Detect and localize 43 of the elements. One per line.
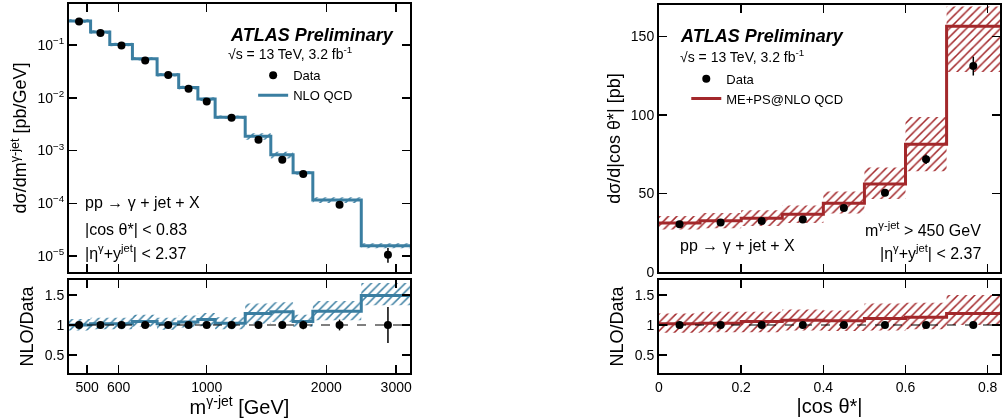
y-tick-label: 0.5 <box>634 346 655 363</box>
legend-label: Data <box>293 68 322 84</box>
x-tick-label: 0.8 <box>977 378 998 395</box>
x-tick-label: 1000 <box>191 378 223 395</box>
y-tick-label: 1.5 <box>44 286 65 303</box>
y-tick-label: 10$^{−4}$ <box>37 193 65 212</box>
x-axis-title: m$^{γ-jet}$ [GeV] <box>189 392 290 418</box>
y-tick-label: 1 <box>56 316 65 333</box>
y-axis-title: NLO/Data <box>607 285 628 367</box>
y-tick-label: 150 <box>630 28 655 45</box>
x-tick-label: 2000 <box>310 378 343 395</box>
legend-label: Data <box>726 71 755 87</box>
annotation: |η$^{γ}$+y$^{jet}$| < 2.37 <box>85 242 187 262</box>
annotation: |cos θ*| < 0.83 <box>85 221 188 238</box>
annotation: ATLAS Preliminary <box>230 25 394 45</box>
annotation: pp → γ + jet + X <box>85 194 201 211</box>
y-axis-title: dσ/d|cos θ*| [pb] <box>603 73 624 204</box>
x-tick-label: 0.4 <box>813 378 834 395</box>
y-axis-title: NLO/Data <box>17 285 38 367</box>
y-tick-label: 10$^{−3}$ <box>37 140 65 159</box>
legend-label: NLO QCD <box>293 88 353 104</box>
y-tick-label: 0 <box>646 263 655 280</box>
y-tick-label: 100 <box>630 106 655 123</box>
y-tick-label: 1 <box>646 316 655 333</box>
y-tick-label: 0.5 <box>44 346 65 363</box>
x-tick-label: 0.2 <box>731 378 752 395</box>
annotation: √s = 13 TeV, 3.2 fb$^{-1}$ <box>228 44 353 62</box>
legend-label: ME+PS@NLO QCD <box>726 91 844 107</box>
annotation: √s = 13 TeV, 3.2 fb$^{-1}$ <box>680 47 805 65</box>
y-tick-label: 50 <box>638 185 655 202</box>
y-tick-label: 10$^{−2}$ <box>37 87 65 106</box>
annotation: pp → γ + jet + X <box>680 237 796 254</box>
y-tick-label: 10$^{−5}$ <box>37 246 65 265</box>
annotation: m$^{γ-jet}$ > 450 GeV <box>865 219 982 239</box>
y-tick-label: 1.5 <box>634 286 655 303</box>
x-tick-label: 0.6 <box>895 378 916 395</box>
x-tick-label: 500 <box>75 378 100 395</box>
annotation: |η$^{γ}$+y$^{jet}$| < 2.37 <box>880 242 982 262</box>
y-tick-label: 10$^{−1}$ <box>37 35 65 53</box>
annotation: ATLAS Preliminary <box>680 26 844 46</box>
x-tick-label: 3000 <box>380 378 412 395</box>
x-axis-title: |cos θ*| <box>796 394 863 417</box>
x-tick-label: 600 <box>106 378 131 395</box>
